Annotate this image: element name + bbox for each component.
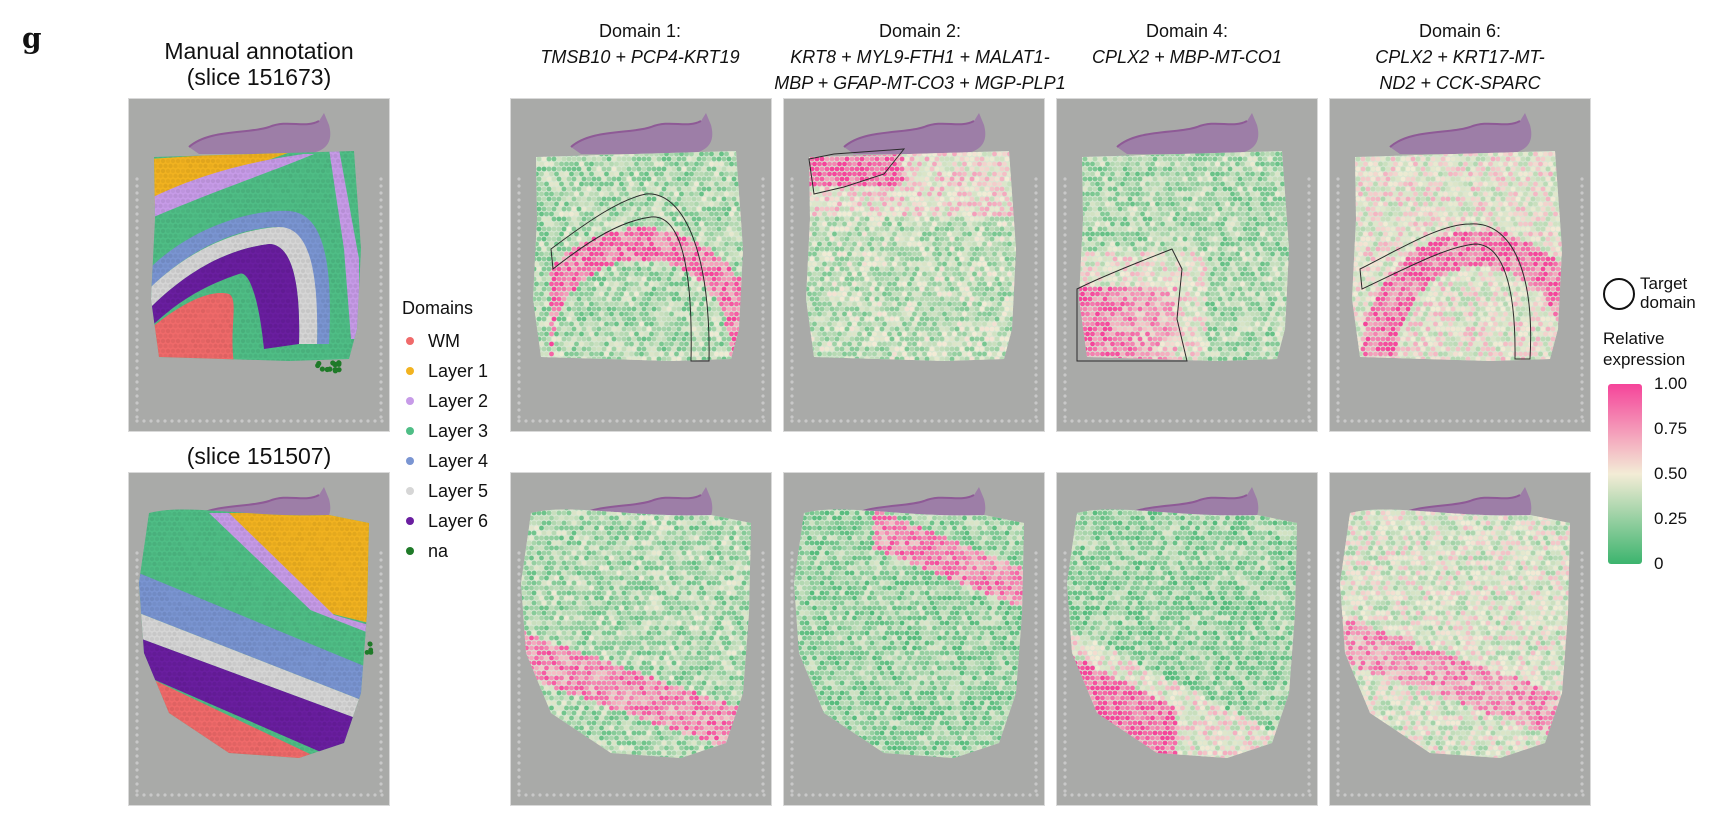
colorbar-title-line2: expression: [1603, 349, 1685, 370]
legend-title: Domains: [402, 298, 502, 326]
expression-domain1-slice-151673: [510, 98, 772, 432]
target-domain-label-line1: Target: [1640, 274, 1696, 293]
expression-domain2-slice-151507: [783, 472, 1045, 806]
domains-legend: Domains WM Layer 1 Layer 2 Layer 3 Layer 4 La…: [402, 298, 502, 566]
colorbar-title-line1: Relative: [1603, 328, 1685, 349]
column-title-3-name: Domain 4:: [1037, 18, 1337, 44]
target-domain-label-line2: domain: [1640, 293, 1696, 312]
legend-swatch-icon: [406, 337, 414, 345]
annotation-slice-151673: [128, 98, 390, 432]
legend-item: Layer 5: [402, 476, 502, 506]
legend-label: Layer 4: [428, 451, 488, 472]
legend-label: na: [428, 541, 448, 562]
colorbar-tick-2: 0.75: [1654, 419, 1687, 439]
column-title-3-genes: CPLX2 + MBP-MT-CO1: [1037, 44, 1337, 70]
colorbar-tick-4: 0.25: [1654, 509, 1687, 529]
legend-item: Layer 2: [402, 386, 502, 416]
legend-label: Layer 2: [428, 391, 488, 412]
colorbar-title: Relative expression: [1603, 328, 1685, 370]
column-title-1: Domain 1: TMSB10 + PCP4-KRT19: [490, 18, 790, 70]
legend-label: Layer 1: [428, 361, 488, 382]
legend-label: Layer 3: [428, 421, 488, 442]
target-domain-circle-icon: [1603, 278, 1635, 310]
annotation-slice-151507: [128, 472, 390, 806]
colorbar: [1608, 384, 1642, 564]
colorbar-tick-3: 0.50: [1654, 464, 1687, 484]
colorbar-tick-1: 1.00: [1654, 374, 1687, 394]
legend-swatch-icon: [406, 547, 414, 555]
column-title-2: Domain 2: KRT8 + MYL9-FTH1 + MALAT1- MBP…: [765, 18, 1075, 96]
legend-label: Layer 5: [428, 481, 488, 502]
legend-item: na: [402, 536, 502, 566]
expression-domain4-slice-151507: [1056, 472, 1318, 806]
left-title-line2: (slice 151673): [128, 64, 390, 90]
legend-label: WM: [428, 331, 460, 352]
legend-swatch-icon: [406, 517, 414, 525]
panel-letter: g: [22, 22, 42, 55]
column-title-4-name: Domain 6:: [1310, 18, 1610, 44]
target-domain-label: Target domain: [1640, 274, 1696, 312]
expression-domain6-slice-151673: [1329, 98, 1591, 432]
column-title-1-genes: TMSB10 + PCP4-KRT19: [490, 44, 790, 70]
column-title-4-genes: CPLX2 + KRT17-MT- ND2 + CCK-SPARC: [1310, 44, 1610, 96]
column-title-3: Domain 4: CPLX2 + MBP-MT-CO1: [1037, 18, 1337, 70]
left-bottom-title: (slice 151507): [128, 443, 390, 469]
legend-swatch-icon: [406, 427, 414, 435]
legend-swatch-icon: [406, 397, 414, 405]
column-title-1-name: Domain 1:: [490, 18, 790, 44]
legend-item: WM: [402, 326, 502, 356]
expression-domain1-slice-151507: [510, 472, 772, 806]
left-title: Manual annotation (slice 151673): [128, 38, 390, 90]
legend-swatch-icon: [406, 367, 414, 375]
legend-item: Layer 6: [402, 506, 502, 536]
column-title-2-name: Domain 2:: [765, 18, 1075, 44]
legend-item: Layer 3: [402, 416, 502, 446]
left-title-line1: Manual annotation: [128, 38, 390, 64]
legend-swatch-icon: [406, 457, 414, 465]
expression-domain6-slice-151507: [1329, 472, 1591, 806]
column-title-2-genes: KRT8 + MYL9-FTH1 + MALAT1- MBP + GFAP-MT…: [765, 44, 1075, 96]
legend-label: Layer 6: [428, 511, 488, 532]
colorbar-tick-5: 0: [1654, 554, 1663, 574]
expression-domain2-slice-151673: [783, 98, 1045, 432]
legend-item: Layer 1: [402, 356, 502, 386]
legend-swatch-icon: [406, 487, 414, 495]
legend-item: Layer 4: [402, 446, 502, 476]
expression-domain4-slice-151673: [1056, 98, 1318, 432]
column-title-4: Domain 6: CPLX2 + KRT17-MT- ND2 + CCK-SP…: [1310, 18, 1610, 96]
